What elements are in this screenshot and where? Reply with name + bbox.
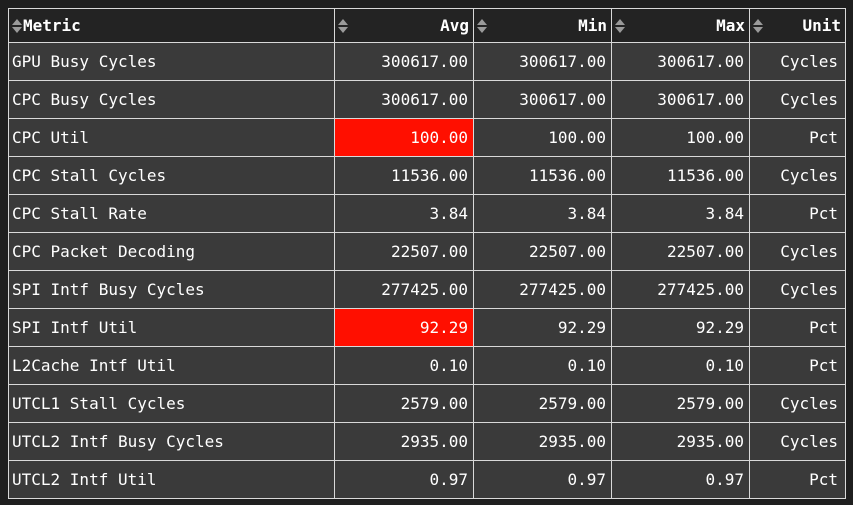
table-header: Metric Avg Min <box>8 8 846 43</box>
column-header-unit[interactable]: Unit <box>749 8 846 43</box>
unit-cell: Pct <box>749 118 846 157</box>
avg-cell: 0.97 <box>334 460 474 499</box>
table-row: SPI Intf Busy Cycles 277425.00 277425.00… <box>8 270 846 309</box>
avg-cell: 2579.00 <box>334 384 474 423</box>
avg-cell: 100.00 <box>334 118 474 157</box>
unit-cell: Cycles <box>749 42 846 81</box>
min-cell: 277425.00 <box>473 270 612 309</box>
unit-cell: Cycles <box>749 80 846 119</box>
metric-cell: L2Cache Intf Util <box>8 346 335 385</box>
unit-cell: Cycles <box>749 422 846 461</box>
column-header-max[interactable]: Max <box>611 8 750 43</box>
min-cell: 2579.00 <box>473 384 612 423</box>
metric-cell: SPI Intf Util <box>8 308 335 347</box>
table-row: SPI Intf Util 92.29 92.29 92.29 Pct <box>8 308 846 347</box>
max-cell: 2579.00 <box>611 384 750 423</box>
table-row: GPU Busy Cycles 300617.00 300617.00 3006… <box>8 42 846 81</box>
metric-cell: CPC Util <box>8 118 335 157</box>
metric-cell: UTCL1 Stall Cycles <box>8 384 335 423</box>
column-header-min[interactable]: Min <box>473 8 612 43</box>
table-row: UTCL1 Stall Cycles 2579.00 2579.00 2579.… <box>8 384 846 423</box>
table-row: CPC Stall Rate 3.84 3.84 3.84 Pct <box>8 194 846 233</box>
table-row: CPC Stall Cycles 11536.00 11536.00 11536… <box>8 156 846 195</box>
table-body: GPU Busy Cycles 300617.00 300617.00 3006… <box>8 42 846 499</box>
max-cell: 0.10 <box>611 346 750 385</box>
metric-cell: CPC Packet Decoding <box>8 232 335 271</box>
avg-cell: 0.10 <box>334 346 474 385</box>
max-cell: 11536.00 <box>611 156 750 195</box>
table-row: CPC Packet Decoding 22507.00 22507.00 22… <box>8 232 846 271</box>
max-cell: 2935.00 <box>611 422 750 461</box>
min-cell: 0.10 <box>473 346 612 385</box>
unit-cell: Cycles <box>749 232 846 271</box>
column-header-label: Max <box>716 16 745 35</box>
table-row: UTCL2 Intf Util 0.97 0.97 0.97 Pct <box>8 460 846 499</box>
column-header-label: Min <box>578 16 607 35</box>
avg-cell: 277425.00 <box>334 270 474 309</box>
max-cell: 300617.00 <box>611 80 750 119</box>
max-cell: 0.97 <box>611 460 750 499</box>
sort-icon <box>753 18 763 33</box>
column-header-avg[interactable]: Avg <box>334 8 474 43</box>
min-cell: 22507.00 <box>473 232 612 271</box>
sort-icon <box>477 18 487 33</box>
unit-cell: Pct <box>749 460 846 499</box>
metrics-table: Metric Avg Min <box>8 8 846 499</box>
sort-icon <box>338 18 348 33</box>
column-header-metric[interactable]: Metric <box>8 8 335 43</box>
min-cell: 300617.00 <box>473 42 612 81</box>
sort-icon <box>12 18 22 33</box>
avg-cell: 300617.00 <box>334 80 474 119</box>
avg-cell: 92.29 <box>334 308 474 347</box>
sort-icon <box>615 18 625 33</box>
metric-cell: SPI Intf Busy Cycles <box>8 270 335 309</box>
min-cell: 300617.00 <box>473 80 612 119</box>
avg-cell: 300617.00 <box>334 42 474 81</box>
column-header-label: Metric <box>23 16 81 35</box>
unit-cell: Cycles <box>749 384 846 423</box>
min-cell: 3.84 <box>473 194 612 233</box>
avg-cell: 3.84 <box>334 194 474 233</box>
table-row: CPC Util 100.00 100.00 100.00 Pct <box>8 118 846 157</box>
min-cell: 92.29 <box>473 308 612 347</box>
column-header-label: Avg <box>440 16 469 35</box>
avg-cell: 2935.00 <box>334 422 474 461</box>
table-row: L2Cache Intf Util 0.10 0.10 0.10 Pct <box>8 346 846 385</box>
table-row: UTCL2 Intf Busy Cycles 2935.00 2935.00 2… <box>8 422 846 461</box>
unit-cell: Cycles <box>749 156 846 195</box>
max-cell: 277425.00 <box>611 270 750 309</box>
min-cell: 100.00 <box>473 118 612 157</box>
max-cell: 3.84 <box>611 194 750 233</box>
min-cell: 0.97 <box>473 460 612 499</box>
metric-cell: UTCL2 Intf Util <box>8 460 335 499</box>
metric-cell: GPU Busy Cycles <box>8 42 335 81</box>
metric-cell: CPC Stall Cycles <box>8 156 335 195</box>
max-cell: 100.00 <box>611 118 750 157</box>
avg-cell: 11536.00 <box>334 156 474 195</box>
avg-cell: 22507.00 <box>334 232 474 271</box>
unit-cell: Pct <box>749 346 846 385</box>
max-cell: 300617.00 <box>611 42 750 81</box>
max-cell: 92.29 <box>611 308 750 347</box>
max-cell: 22507.00 <box>611 232 750 271</box>
metric-cell: UTCL2 Intf Busy Cycles <box>8 422 335 461</box>
min-cell: 11536.00 <box>473 156 612 195</box>
metric-cell: CPC Stall Rate <box>8 194 335 233</box>
unit-cell: Cycles <box>749 270 846 309</box>
column-header-label: Unit <box>802 16 841 35</box>
unit-cell: Pct <box>749 194 846 233</box>
table-row: CPC Busy Cycles 300617.00 300617.00 3006… <box>8 80 846 119</box>
unit-cell: Pct <box>749 308 846 347</box>
min-cell: 2935.00 <box>473 422 612 461</box>
metric-cell: CPC Busy Cycles <box>8 80 335 119</box>
header-row: Metric Avg Min <box>8 8 846 43</box>
